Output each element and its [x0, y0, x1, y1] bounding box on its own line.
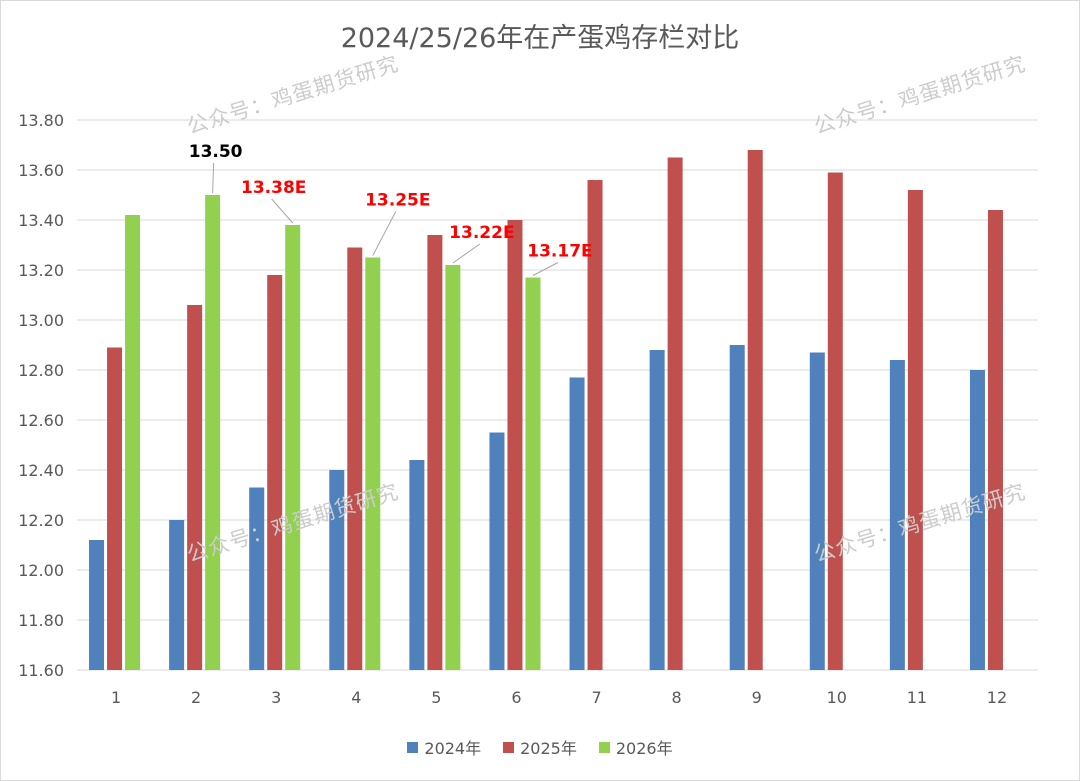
bar-2026年-1: [125, 215, 141, 670]
bar-2026年-4: [365, 257, 381, 670]
legend-swatch: [503, 741, 515, 753]
x-tick-label: 1: [111, 688, 121, 707]
y-tick-label: 11.60: [18, 661, 64, 680]
bar-2024年-3: [249, 487, 265, 670]
bar-2024年-6: [489, 432, 505, 670]
data-label: 13.17E: [527, 242, 592, 262]
bar-2026年-6: [525, 277, 541, 670]
bar-2025年-11: [907, 190, 923, 670]
data-label: 13.22E: [449, 223, 514, 243]
chart-title: 2024/25/26年在产蛋鸡存栏对比: [340, 23, 740, 54]
y-tick-label: 13.40: [18, 211, 64, 230]
bar-2026年-2: [205, 195, 221, 670]
y-tick-label: 13.60: [18, 161, 64, 180]
bar-2024年-12: [969, 370, 985, 670]
x-tick-label: 3: [271, 688, 281, 707]
x-tick-label: 9: [752, 688, 762, 707]
bar-2025年-7: [587, 180, 603, 670]
legend-item-2024: 2024年: [407, 735, 481, 759]
legend-label: 2024年: [424, 739, 482, 758]
bar-2024年-8: [649, 350, 665, 670]
x-tick-label: 2: [191, 688, 201, 707]
bar-2025年-10: [827, 172, 843, 670]
data-label: 13.25E: [365, 191, 430, 211]
bar-2026年-5: [445, 265, 461, 670]
annotation-leader: [452, 243, 481, 264]
bar-2026年-3: [285, 225, 301, 670]
bar-2025年-12: [987, 210, 1003, 670]
bar-2025年-2: [187, 305, 203, 670]
legend-item-2026: 2026年: [598, 735, 673, 759]
y-tick-label: 11.80: [18, 611, 64, 630]
y-tick-label: 12.40: [18, 461, 64, 480]
bar-2025年-9: [747, 150, 763, 670]
legend-swatch: [407, 741, 419, 753]
y-tick-label: 12.80: [18, 361, 64, 380]
annotation-leader: [372, 211, 397, 256]
bar-2024年-11: [889, 360, 905, 670]
x-tick-label: 10: [827, 688, 847, 707]
annotation-leader: [532, 262, 559, 276]
y-tick-label: 12.60: [18, 411, 64, 430]
x-tick-label: 8: [672, 688, 682, 707]
x-tick-label: 6: [511, 688, 521, 707]
x-tick-label: 4: [351, 688, 361, 707]
y-tick-label: 13.20: [18, 261, 64, 280]
y-tick-label: 12.20: [18, 511, 64, 530]
bar-2025年-6: [507, 220, 523, 670]
x-tick-label: 5: [431, 688, 441, 707]
annotation-leader: [271, 198, 294, 224]
legend-label: 2026年: [615, 739, 673, 758]
bar-2024年-7: [569, 377, 585, 670]
legend-item-2025: 2025年: [503, 735, 577, 759]
bar-2024年-10: [809, 352, 825, 670]
legend: 2024年 2025年 2026年: [0, 735, 1080, 759]
bar-2024年-1: [89, 540, 105, 670]
data-label: 13.38E: [241, 178, 306, 198]
y-tick-label: 13.80: [18, 111, 64, 130]
x-tick-label: 12: [987, 688, 1007, 707]
bar-2025年-1: [107, 347, 123, 670]
bar-2024年-5: [409, 460, 425, 670]
bar-2024年-9: [729, 345, 745, 670]
y-tick-label: 13.00: [18, 311, 64, 330]
legend-swatch: [598, 741, 610, 753]
bar-2025年-3: [267, 275, 283, 670]
annotation-leader: [212, 162, 215, 194]
bar-2024年-2: [169, 520, 185, 670]
bar-2025年-8: [667, 157, 683, 670]
bar-2024年-4: [329, 470, 345, 670]
bar-2025年-5: [427, 235, 443, 670]
x-tick-label: 11: [907, 688, 927, 707]
bar-2025年-4: [347, 247, 363, 670]
x-tick-label: 7: [591, 688, 601, 707]
y-tick-label: 12.00: [18, 561, 64, 580]
legend-label: 2025年: [520, 739, 577, 758]
data-label: 13.50: [189, 142, 243, 162]
